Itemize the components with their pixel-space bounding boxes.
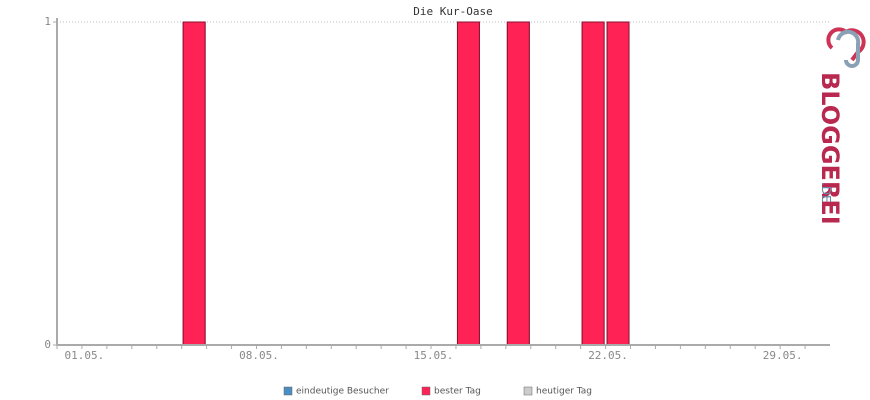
logo: BLOGGEREI .DE — [816, 27, 866, 225]
bar — [581, 21, 605, 346]
legend-swatch — [283, 386, 293, 396]
legend: eindeutige Besucher bester Tag heutiger Ta… — [283, 386, 592, 397]
logo-suffix: .DE — [819, 182, 833, 203]
x-tick-label: 15.05. — [414, 349, 454, 362]
y-tick-label: 0 — [44, 338, 51, 351]
legend-swatch — [421, 386, 431, 396]
x-tick-label: 01.05. — [65, 349, 105, 362]
legend-label: eindeutige Besucher — [296, 387, 389, 397]
legend-swatch — [523, 386, 533, 396]
x-tick-label: 08.05. — [239, 349, 279, 362]
bar — [456, 21, 480, 346]
logo-icon — [836, 29, 861, 68]
y-tick-label: 1 — [44, 15, 51, 28]
legend-label: heutiger Tag — [536, 387, 592, 397]
logo-text: BLOGGEREI — [816, 72, 844, 225]
x-tick-label: 22.05. — [588, 349, 628, 362]
legend-label: bester Tag — [434, 387, 481, 397]
bar — [606, 21, 630, 346]
bar — [182, 21, 206, 346]
chart-title: Die Kur-Oase — [413, 5, 492, 18]
bar — [506, 21, 530, 346]
x-tick-label: 29.05. — [763, 349, 803, 362]
